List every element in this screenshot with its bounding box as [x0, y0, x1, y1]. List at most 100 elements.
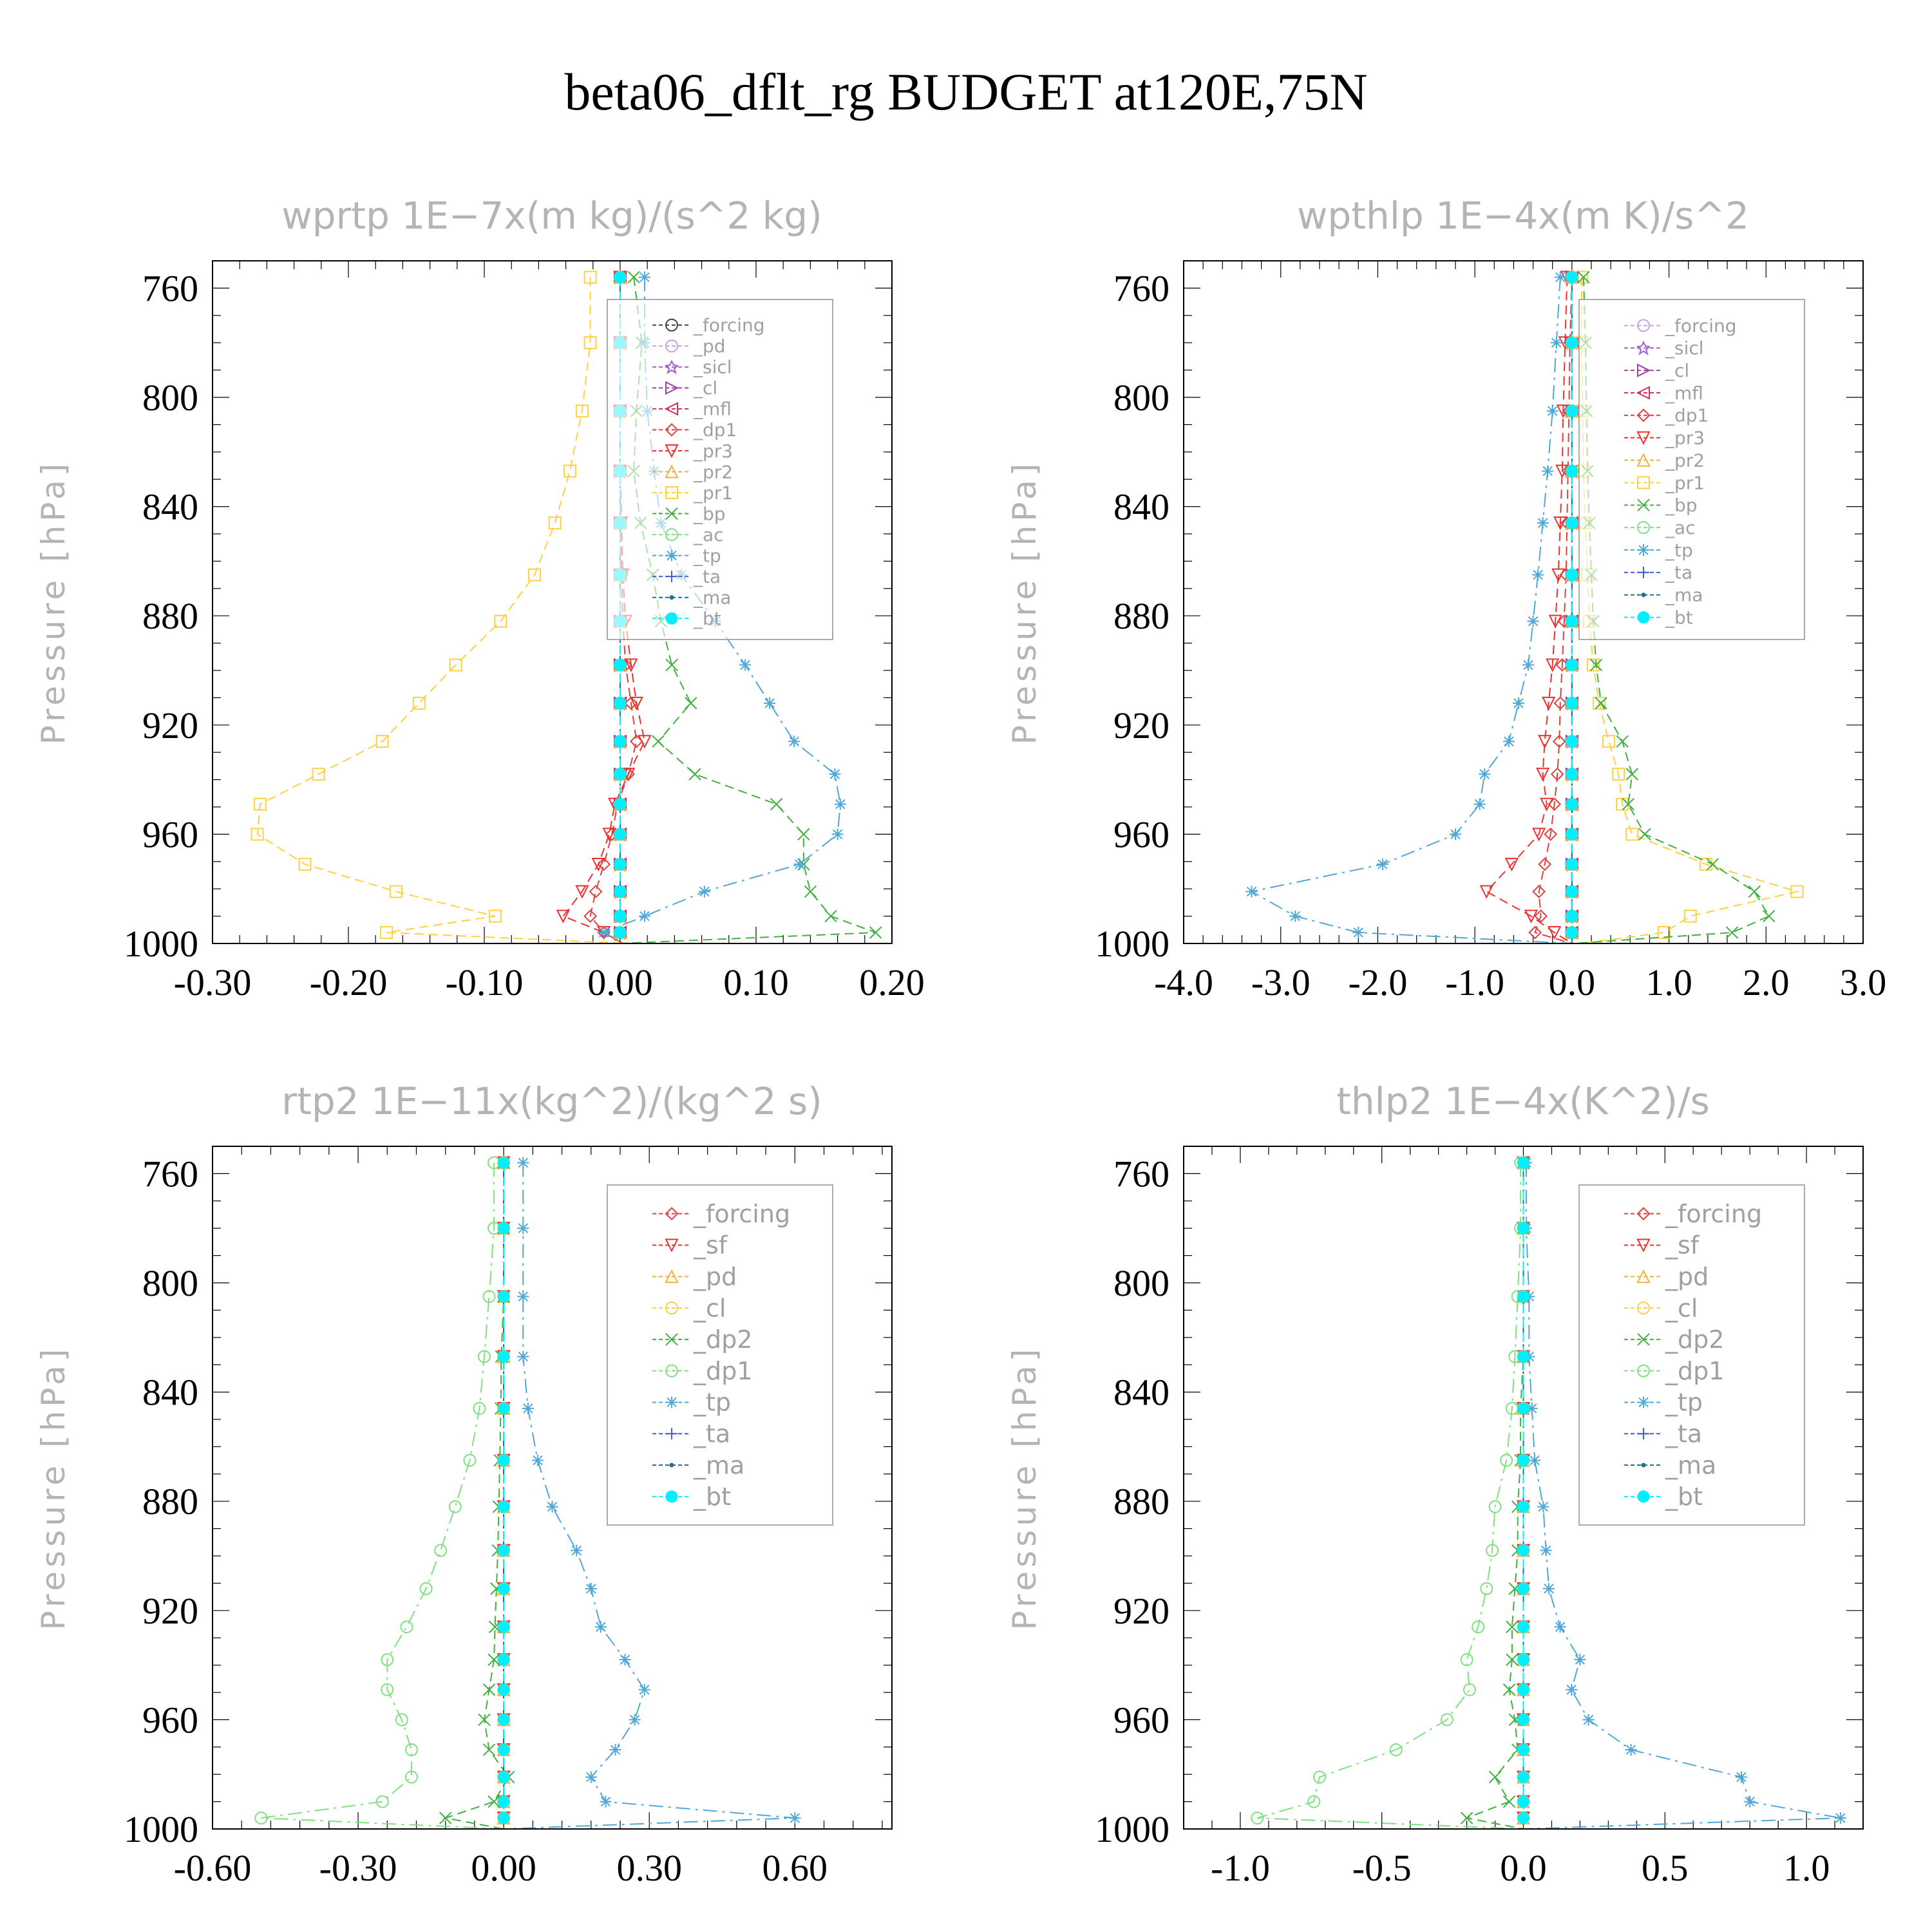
- data-point-tp: [739, 659, 752, 671]
- data-point-dp1: [419, 1582, 433, 1595]
- data-point-bt: [497, 1812, 510, 1824]
- legend-label: _mfl: [693, 399, 732, 420]
- data-point-tp: [619, 1654, 631, 1666]
- data-point-bt: [1566, 885, 1578, 898]
- data-point-pr1: [312, 768, 325, 781]
- y-axis-label: Pressure [hPa]: [35, 460, 72, 745]
- data-point-dp1: [1480, 1582, 1493, 1595]
- data-point-pr3: [1553, 516, 1567, 531]
- data-point-pr3: [1479, 885, 1493, 899]
- plot-frame: [1183, 260, 1864, 944]
- x-tick-label: 0.00: [471, 1847, 536, 1889]
- y-tick-label: 880: [1113, 595, 1170, 637]
- data-point-pr1: [389, 885, 402, 898]
- data-point-tp: [1502, 735, 1515, 748]
- legend-label: _ma: [693, 1451, 744, 1479]
- data-point-pr1: [583, 336, 597, 350]
- legend-marker: [666, 1428, 677, 1440]
- data-point-dp1: [1313, 1770, 1326, 1784]
- data-point-dp1: [482, 1290, 496, 1303]
- y-tick-label: 920: [142, 1590, 198, 1632]
- y-axis-label: Pressure [hPa]: [1006, 1345, 1043, 1631]
- legend-marker: [665, 528, 678, 542]
- data-point-pr1: [251, 828, 264, 841]
- plot-frame: [212, 1146, 893, 1830]
- y-tick-label: 960: [142, 1699, 198, 1741]
- x-tick-label: 3.0: [1840, 961, 1887, 1003]
- data-point-bt: [1566, 735, 1578, 748]
- series-group: [1245, 270, 1804, 943]
- data-point-bp: [1725, 926, 1739, 939]
- legend-box: [1578, 299, 1805, 640]
- data-point-dp2: [478, 1713, 491, 1727]
- legend-marker: [665, 1207, 679, 1221]
- data-point-bt: [1566, 464, 1578, 477]
- data-point-bt: [1517, 1290, 1530, 1303]
- data-point-tp: [1554, 271, 1566, 283]
- data-point-bp: [1763, 909, 1776, 923]
- legend-marker: [665, 1364, 678, 1378]
- series-line-dp1: [1534, 277, 1573, 943]
- data-point-tp: [594, 1621, 607, 1633]
- legend-label: _forcing: [1665, 1200, 1762, 1228]
- figure-title: beta06_dflt_rg BUDGET at120E,75N: [564, 62, 1367, 121]
- data-point-tp: [789, 1812, 801, 1824]
- data-point-tp: [793, 858, 806, 871]
- data-point-pr1: [449, 658, 462, 672]
- data-point-tp: [1735, 1771, 1747, 1783]
- data-point-dp1: [1472, 1620, 1485, 1634]
- x-tick-label: -0.20: [310, 961, 388, 1003]
- legend-marker: [669, 595, 674, 600]
- legend-label: _cl: [1665, 1294, 1698, 1322]
- data-point-pr1: [253, 797, 267, 811]
- legend-label: _pr1: [693, 482, 733, 504]
- data-point-tp: [764, 697, 776, 709]
- data-point-bt: [1566, 569, 1578, 582]
- data-point-bt: [614, 926, 627, 939]
- legend-marker: [1641, 592, 1646, 598]
- y-tick-label: 840: [142, 486, 198, 528]
- y-axis-label: Pressure [hPa]: [35, 1345, 72, 1631]
- data-point-dp2: [1506, 1620, 1519, 1633]
- legend-marker: [664, 359, 679, 375]
- legend-marker: [1637, 611, 1650, 624]
- x-tick-label: -4.0: [1154, 961, 1213, 1003]
- legend-marker: [665, 1269, 679, 1283]
- axis-ticks: [212, 1146, 892, 1830]
- data-point-tp: [1582, 1714, 1595, 1726]
- legend: _forcing_pd_sicl_cl_mfl_dp1_pr3_pr2_pr1_…: [607, 299, 833, 640]
- data-point-bt: [1517, 1770, 1530, 1783]
- data-point-pr1: [1612, 768, 1625, 781]
- y-tick-label: 840: [1113, 1372, 1170, 1414]
- legend-label: _sf: [693, 1231, 728, 1260]
- data-point-pr3: [1504, 858, 1519, 872]
- data-point-tp: [698, 886, 710, 898]
- data-point-pr1: [375, 735, 389, 748]
- panel-title: wpthlp 1E−4x(m K)/s^2: [1297, 194, 1749, 238]
- data-point-dp1: [1488, 1500, 1502, 1513]
- data-point-tp: [829, 768, 841, 781]
- chart-panel-4: thlp2 1E−4x(K^2)/s Pressure [hPa] 760 800 84…: [1006, 1079, 1864, 1889]
- legend-label: _sicl: [1665, 337, 1704, 359]
- legend-label: _pr3: [1665, 428, 1705, 449]
- legend-marker: [1637, 319, 1650, 332]
- data-point-pr3: [1551, 568, 1566, 582]
- legend: _forcing _sf _pd _cl _dp2 _dp1 _tp _ta _ma _bt: [1578, 1184, 1805, 1526]
- data-point-bp: [652, 735, 665, 748]
- legend-label: _dp1: [693, 1357, 752, 1385]
- y-tick-label: 1000: [124, 923, 198, 965]
- data-point-tp: [1529, 1454, 1541, 1466]
- legend-label: _sf: [1665, 1231, 1700, 1260]
- legend-label: _dp1: [1665, 405, 1709, 426]
- data-point-dp1: [1389, 1743, 1403, 1757]
- legend: _forcing_sicl_cl_mfl_dp1_pr3_pr2_pr1_bp_…: [1578, 299, 1805, 640]
- legend-label: _pr2: [1665, 450, 1705, 471]
- x-tick-label: 0.0: [1549, 961, 1596, 1003]
- data-point-bt: [614, 885, 627, 898]
- data-point-dp1: [448, 1500, 462, 1513]
- y-tick-label: 840: [142, 1372, 198, 1414]
- data-point-bt: [614, 659, 627, 672]
- data-point-dp1: [381, 1653, 394, 1667]
- data-point-bt: [497, 1743, 510, 1756]
